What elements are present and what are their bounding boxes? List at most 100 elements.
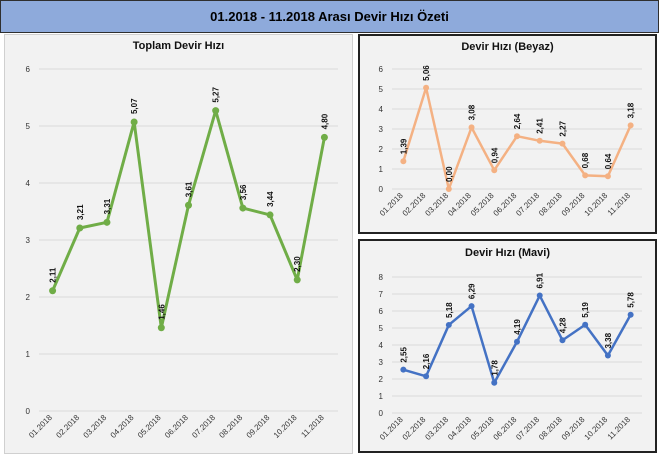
blue-x-tick-label: 08.2018 — [537, 415, 564, 442]
white-data-label: 0,94 — [490, 147, 499, 163]
blue-y-tick-label: 6 — [379, 307, 384, 316]
total-data-point — [157, 324, 165, 332]
white-x-tick-label: 09.2018 — [560, 191, 587, 218]
blue-data-label: 2,16 — [422, 353, 431, 369]
blue-data-label: 1,78 — [490, 360, 499, 376]
white-x-tick-label: 01.2018 — [378, 191, 405, 218]
white-data-point — [536, 137, 543, 144]
total-y-tick-label: 2 — [26, 293, 31, 302]
white-data-label: 0,64 — [604, 153, 613, 169]
blue-data-label: 4,28 — [558, 317, 567, 333]
blue-x-tick-label: 10.2018 — [583, 415, 610, 442]
blue-data-label: 5,19 — [581, 302, 590, 318]
total-data-point — [266, 211, 274, 219]
white-data-point — [582, 172, 589, 179]
total-data-label: 1,46 — [157, 304, 166, 320]
total-x-tick-label: 04.2018 — [109, 413, 136, 440]
white-x-tick-label: 07.2018 — [514, 191, 541, 218]
total-data-point — [76, 224, 84, 232]
blue-data-point — [491, 379, 498, 386]
blue-y-tick-label: 2 — [379, 375, 384, 384]
total-x-tick-label: 06.2018 — [163, 413, 190, 440]
blue-chart-title: Devir Hızı (Mavi) — [465, 247, 550, 259]
total-y-tick-label: 3 — [26, 236, 31, 245]
blue-x-tick-label: 05.2018 — [469, 415, 496, 442]
report-title: 01.2018 - 11.2018 Arası Devir Hızı Özeti — [210, 9, 449, 24]
white-x-tick-label: 10.2018 — [583, 191, 610, 218]
total-data-label: 5,07 — [130, 98, 139, 114]
total-x-tick-label: 11.2018 — [299, 413, 326, 440]
blue-data-label: 5,18 — [445, 302, 454, 318]
total-data-point — [130, 118, 138, 126]
white-y-tick-label: 5 — [379, 85, 384, 94]
total-data-label: 2,11 — [49, 267, 58, 283]
total-chart-title: Toplam Devir Hızı — [133, 40, 224, 52]
white-data-point — [400, 158, 407, 165]
blue-line-chart: Devir Hızı (Mavi) 0 1 2 3 4 5 6 7 8 01.201802.2018… — [378, 247, 642, 442]
total-y-tick-label: 5 — [26, 122, 31, 131]
total-y-tick-label: 0 — [26, 407, 31, 416]
blue-x-tick-label: 11.2018 — [606, 415, 633, 442]
blue-y-tick-label: 0 — [379, 409, 384, 418]
total-x-tick-label: 09.2018 — [245, 413, 272, 440]
white-y-tick-label: 2 — [379, 145, 384, 154]
white-data-label: 0,68 — [581, 152, 590, 168]
blue-y-tick-label: 5 — [379, 324, 384, 333]
total-data-point — [49, 287, 57, 295]
total-data-point — [293, 276, 301, 284]
total-y-tick-label: 1 — [26, 350, 31, 359]
chart-panel-total: Toplam Devir Hızı 0 1 2 3 4 5 6 01.2018 02.2018 03… — [4, 34, 353, 454]
total-y-tick-label: 4 — [26, 179, 31, 188]
total-y-tick-label: 6 — [26, 65, 31, 74]
total-data-point — [239, 204, 247, 212]
white-data-label: 2,41 — [536, 118, 545, 134]
total-data-label: 3,44 — [266, 191, 275, 207]
white-x-tick-label: 06.2018 — [492, 191, 519, 218]
blue-data-point — [536, 292, 543, 299]
white-data-label: 5,06 — [422, 65, 431, 81]
report-header: 01.2018 - 11.2018 Arası Devir Hızı Özeti — [0, 0, 659, 33]
total-data-label: 5,27 — [212, 86, 221, 102]
total-series-line — [51, 109, 326, 330]
total-x-tick-label: 03.2018 — [82, 413, 109, 440]
blue-x-tick-label: 04.2018 — [446, 415, 473, 442]
total-line-chart: Toplam Devir Hızı 0 1 2 3 4 5 6 01.2018 02.2018 03… — [26, 40, 338, 440]
blue-x-tick-label: 07.2018 — [514, 415, 541, 442]
white-x-tick-label: 11.2018 — [606, 191, 633, 218]
white-y-tick-label: 1 — [379, 165, 384, 174]
blue-data-point — [559, 337, 566, 344]
white-data-label: 1,39 — [399, 138, 408, 154]
blue-y-tick-label: 8 — [379, 273, 384, 282]
white-data-point — [468, 124, 475, 131]
blue-data-label: 6,91 — [536, 272, 545, 288]
white-x-tick-label: 04.2018 — [446, 191, 473, 218]
total-data-label: 3,56 — [239, 184, 248, 200]
blue-data-point — [604, 352, 611, 359]
white-line-chart: Devir Hızı (Beyaz)012345601.201802.20180… — [378, 41, 642, 218]
total-data-label: 3,21 — [76, 204, 85, 220]
total-x-tick-label: 08.2018 — [217, 413, 244, 440]
white-data-point — [604, 173, 611, 180]
total-x-tick-label: 01.2018 — [27, 413, 54, 440]
white-y-tick-label: 6 — [379, 65, 384, 74]
blue-data-point — [582, 321, 589, 328]
white-data-point — [514, 133, 520, 140]
total-x-tick-label: 05.2018 — [136, 413, 163, 440]
white-x-tick-label: 05.2018 — [469, 191, 496, 218]
total-data-point — [320, 133, 328, 141]
white-chart-title: Devir Hızı (Beyaz) — [461, 41, 554, 53]
white-data-point — [423, 84, 430, 91]
blue-data-label: 4,19 — [513, 319, 522, 335]
blue-data-point — [468, 303, 475, 310]
blue-x-tick-label: 03.2018 — [423, 415, 450, 442]
white-x-tick-label: 02.2018 — [401, 191, 428, 218]
white-data-point — [559, 140, 566, 147]
white-y-tick-label: 4 — [379, 105, 384, 114]
total-data-point — [185, 201, 192, 209]
total-data-point — [103, 218, 111, 226]
total-x-tick-label: 02.2018 — [54, 413, 81, 440]
blue-y-tick-label: 4 — [379, 341, 384, 350]
total-x-tick-label: 10.2018 — [272, 413, 299, 440]
blue-data-point — [514, 338, 520, 345]
blue-data-point — [627, 311, 634, 318]
